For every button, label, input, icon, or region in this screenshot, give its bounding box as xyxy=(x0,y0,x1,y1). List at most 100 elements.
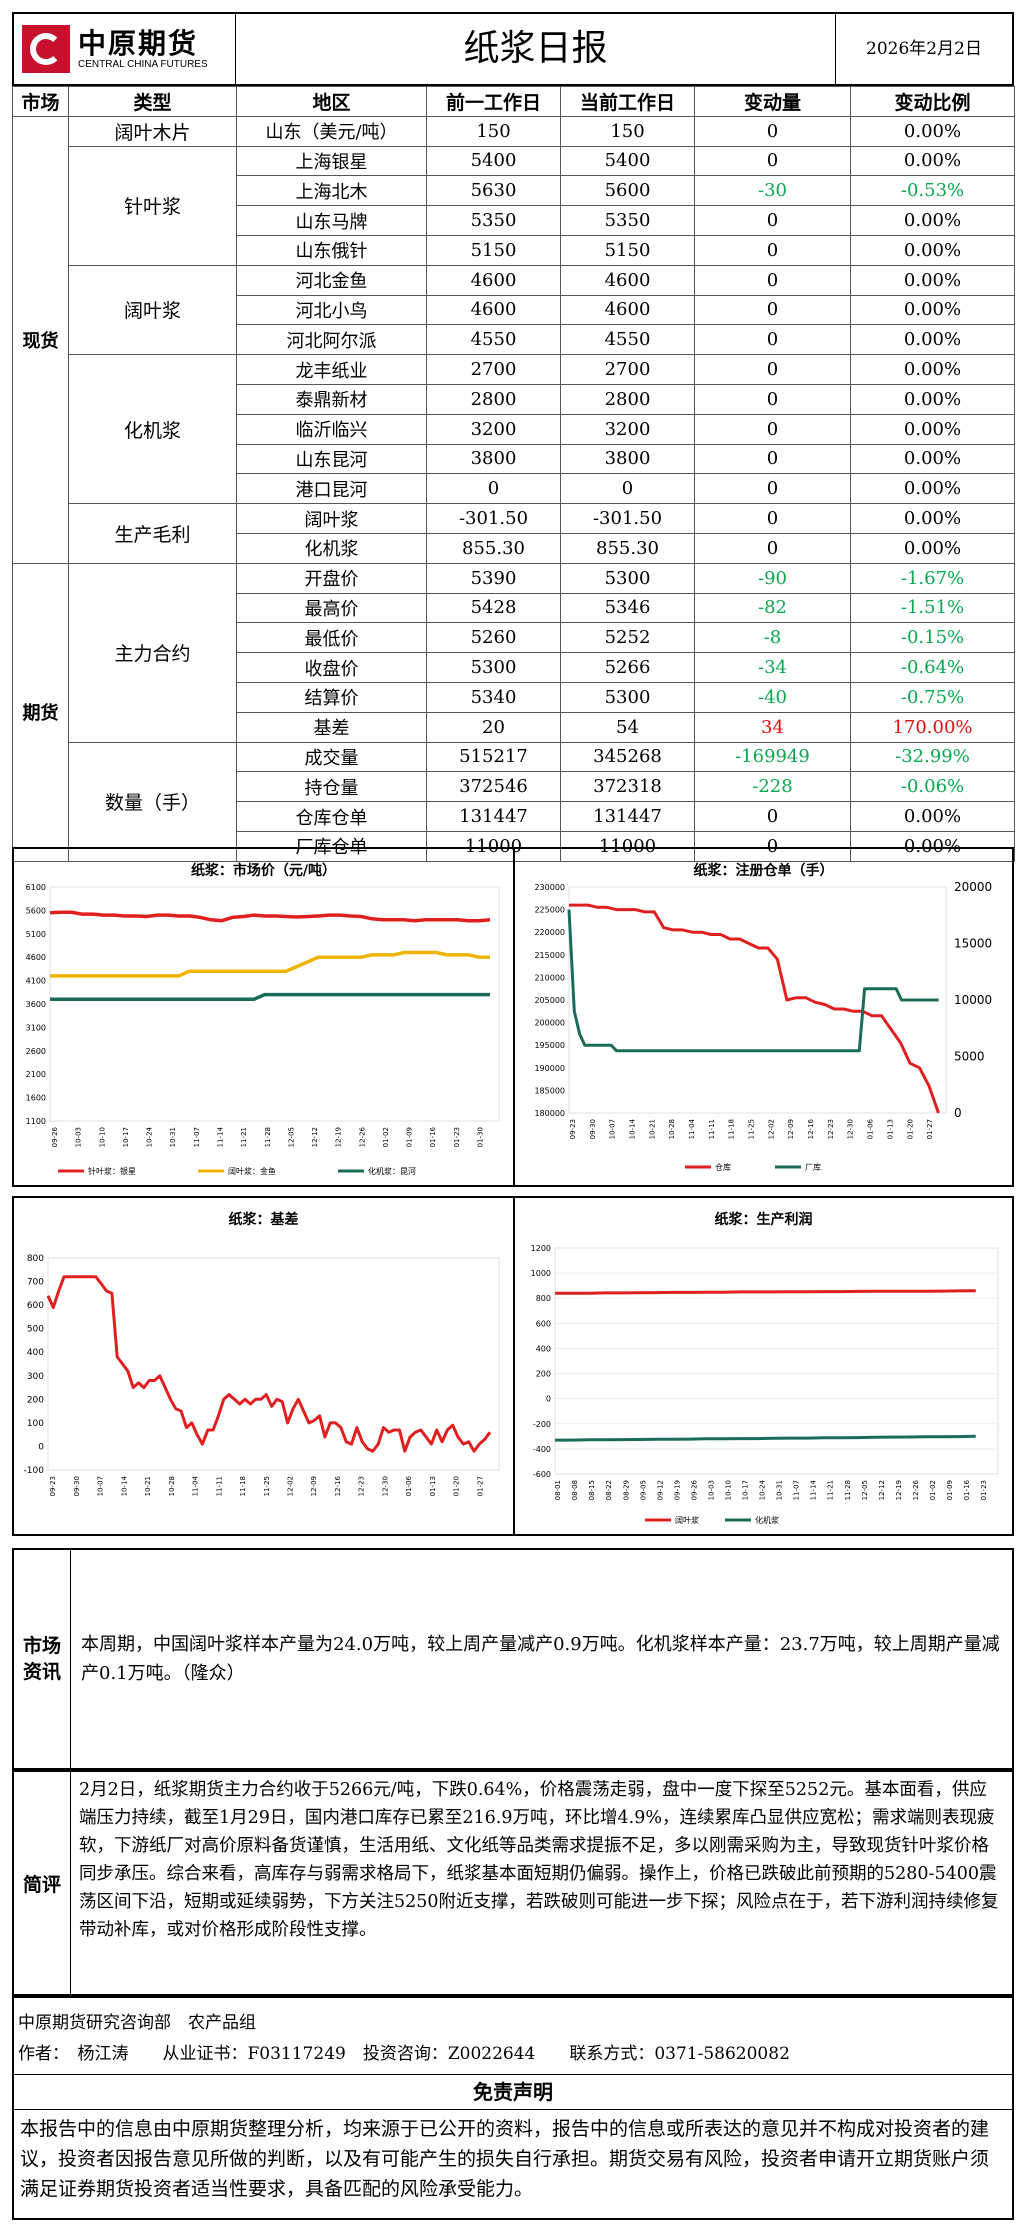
y-tick-label: 700 xyxy=(27,1278,44,1288)
curr-cell: 5300 xyxy=(560,681,695,713)
type-cell: 阔叶浆 xyxy=(68,264,237,356)
chart-warehouse-receipt: 纸浆：注册仓单（手） 180000 185000 190000 195000 200000… xyxy=(515,849,1012,1185)
curr-cell: 4600 xyxy=(560,264,695,296)
prev-cell: 4600 xyxy=(426,264,561,296)
x-tick-label: 11-04 xyxy=(688,1118,696,1139)
y-right-tick-label: 10000 xyxy=(954,993,992,1007)
pct-cell: 0.00% xyxy=(850,145,1015,177)
chart-market-price: 纸浆：市场价（元/吨） 1100 1600 2100 2600 3100 3600 4100 4… xyxy=(14,849,515,1185)
region-cell: 龙丰纸业 xyxy=(236,354,427,385)
table-row: 期货 主力合约 开盘价 5390 5300 -90 -1.67% xyxy=(12,562,1015,862)
curr-cell: 3200 xyxy=(560,413,695,445)
type-cell: 阔叶木片 xyxy=(68,115,237,147)
x-tick-label: 10-14 xyxy=(628,1118,636,1139)
y-tick-label: 195000 xyxy=(534,1041,565,1050)
x-tick-label: 09-12 xyxy=(656,1480,664,1500)
x-tick-label: 01-16 xyxy=(963,1479,971,1500)
y-tick-label: 200 xyxy=(27,1395,44,1405)
x-tick-label: 10-17 xyxy=(122,1127,130,1147)
logo-en-text: CENTRAL CHINA FUTURES xyxy=(78,58,208,70)
region-cell: 山东昆河 xyxy=(236,443,427,475)
table-row: 持仓量 372546 372318 -228 -0.06% xyxy=(13,771,1015,803)
x-tick-label: 11-21 xyxy=(827,1480,835,1500)
prev-cell: 5400 xyxy=(426,145,561,177)
pct-cell: 0.00% xyxy=(850,503,1015,534)
x-tick-label: 12-26 xyxy=(912,1479,920,1500)
y-right-tick-label: 15000 xyxy=(954,937,992,951)
pct-cell: 0.00% xyxy=(850,234,1015,266)
legend-label: 阔叶浆 xyxy=(675,1515,699,1525)
table-row: 最高价 5428 5346 -82 -1.51% xyxy=(13,592,1015,624)
chg-cell: 0 xyxy=(694,354,851,385)
curr-cell: 4600 xyxy=(560,294,695,326)
x-tick-label: 12-02 xyxy=(286,1476,294,1496)
chg-cell: -90 xyxy=(694,562,851,594)
report-date: 2026年2月2日 xyxy=(835,14,1012,84)
prev-cell: 0 xyxy=(426,473,561,505)
curr-cell: 131447 xyxy=(560,801,695,832)
chart-title: 纸浆：注册仓单（手） xyxy=(694,862,834,879)
x-tick-label: 10-03 xyxy=(75,1127,83,1147)
comment-label: 简评 xyxy=(14,1772,71,1994)
chg-cell: 0 xyxy=(694,413,851,445)
x-tick-label: 09-26 xyxy=(690,1479,698,1500)
x-tick-label: 12-26 xyxy=(358,1126,366,1147)
x-tick-label: 01-20 xyxy=(453,1476,461,1496)
x-tick-label: 11-25 xyxy=(263,1476,271,1496)
series-line xyxy=(569,903,940,1114)
chart-title: 纸浆：生产利润 xyxy=(715,1211,813,1228)
y-tick-label: 3600 xyxy=(26,1000,46,1009)
y-tick-label: -600 xyxy=(533,1470,551,1479)
x-tick-label: 11-11 xyxy=(708,1119,716,1139)
x-tick-label: 09-26 xyxy=(51,1126,59,1147)
market-news-text: 本周期，中国阔叶浆样本产量为24.0万吨，较上周产量减产0.9万吨。化机浆样本产… xyxy=(81,1634,1000,1684)
dept-line: 中原期货研究咨询部 农产品组 xyxy=(18,2013,256,2033)
y-right-tick-label: 0 xyxy=(954,1106,962,1120)
chg-cell: 0 xyxy=(694,205,851,236)
y-tick-label: 5600 xyxy=(26,906,46,915)
plot-area xyxy=(49,886,500,1122)
type-cell: 针叶浆 xyxy=(68,145,237,266)
chg-cell: -30 xyxy=(694,175,851,207)
type-cell: 化机浆 xyxy=(68,354,237,505)
y-tick-label: 400 xyxy=(27,1348,44,1358)
chg-cell: 34 xyxy=(694,711,851,743)
y-tick-label: 1100 xyxy=(26,1117,46,1126)
x-tick-label: 01-09 xyxy=(406,1127,414,1147)
y-tick-label: 800 xyxy=(536,1294,551,1303)
region-cell: 厂库仓单 xyxy=(236,830,427,862)
x-tick-label: 01-13 xyxy=(429,1476,437,1496)
chg-cell: 0 xyxy=(694,532,851,564)
pct-cell: -0.64% xyxy=(850,652,1015,683)
chg-cell: 0 xyxy=(694,294,851,326)
pct-cell: 0.00% xyxy=(850,354,1015,385)
chg-cell: 0 xyxy=(694,234,851,266)
x-tick-label: 09-30 xyxy=(73,1476,81,1496)
price-table: 市场 类型 地区 前一工作日 当前工作日 变动量 变动比例 现货 阔叶木片 山东（美… xyxy=(12,86,1015,862)
prev-cell: 855.30 xyxy=(426,532,561,564)
y-tick-label: 600 xyxy=(536,1319,551,1328)
prev-cell: 515217 xyxy=(426,741,561,773)
prev-cell: 2700 xyxy=(426,354,561,385)
table-row: 基差 20 54 34 170.00% xyxy=(13,711,1015,743)
region-cell: 河北阿尔派 xyxy=(236,324,427,356)
legend-label: 针叶浆：银星 xyxy=(88,1166,136,1176)
series-line xyxy=(555,1434,976,1442)
y-tick-label: 1200 xyxy=(531,1244,551,1253)
market-cell: 期货 xyxy=(12,562,69,862)
y-tick-label: -400 xyxy=(533,1445,551,1454)
x-tick-label: 11-21 xyxy=(240,1127,248,1147)
prev-cell: 5350 xyxy=(426,205,561,236)
x-tick-label: 01-16 xyxy=(429,1126,437,1147)
report-title: 纸浆日报 xyxy=(463,28,608,69)
table-row: 结算价 5340 5300 -40 -0.75% xyxy=(13,681,1015,713)
x-tick-label: 09-05 xyxy=(639,1480,647,1500)
warehouse-receipt-svg: 纸浆：注册仓单（手）180000185000190000195000200000… xyxy=(534,862,992,1172)
table-row: 阔叶浆 河北金鱼 4600 4600 0 0.00% xyxy=(13,264,1015,356)
y-tick-label: 215000 xyxy=(534,951,565,960)
series-line xyxy=(50,992,490,1002)
curr-cell: 5346 xyxy=(560,592,695,624)
x-tick-label: 12-09 xyxy=(787,1119,795,1139)
y-tick-label: 3100 xyxy=(26,1023,46,1032)
chg-cell: -169949 xyxy=(694,741,851,773)
